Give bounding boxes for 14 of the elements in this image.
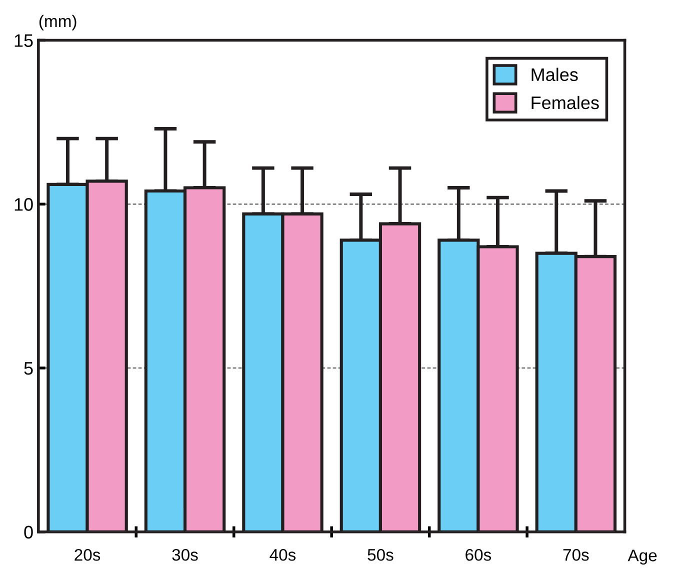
x-tick-label: 50s (368, 548, 394, 561)
y-tick-label: 10 (14, 198, 33, 211)
y-tick-label: 15 (14, 34, 33, 47)
x-tick-label: 30s (172, 548, 198, 561)
x-tick-label: 60s (466, 548, 492, 561)
y-tick-label: 5 (24, 362, 33, 375)
y-tick-label: 0 (24, 526, 33, 539)
x-axis-title: Age (628, 550, 657, 565)
x-tick-label: 70s (563, 548, 589, 561)
legend-label: Males (532, 68, 578, 82)
x-tick-label: 20s (74, 548, 100, 561)
legend-label: Females (532, 96, 599, 110)
x-tick-label: 40s (270, 548, 296, 561)
y-axis-title: (mm) (39, 14, 76, 30)
